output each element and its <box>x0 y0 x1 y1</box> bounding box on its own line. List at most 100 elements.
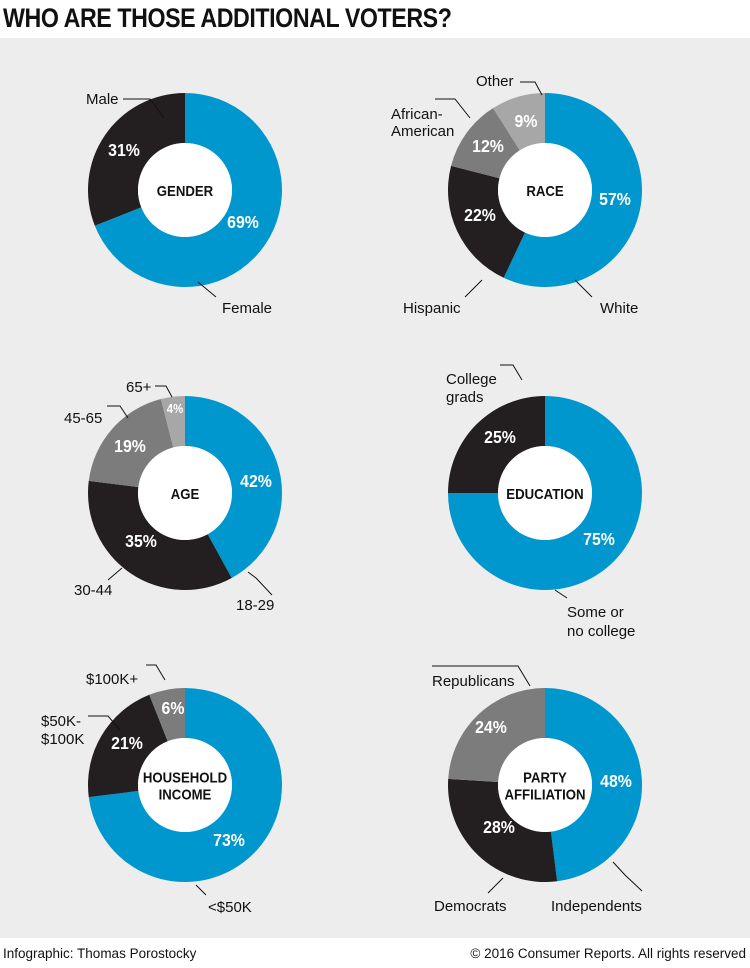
slice-percent-label: 19% <box>114 436 146 456</box>
slice-category-label: Republicans <box>432 673 515 690</box>
slice-male <box>87 93 185 226</box>
chart-title: RACE <box>526 182 563 199</box>
copyright-notice: © 2016 Consumer Reports. All rights rese… <box>470 946 746 961</box>
slice-african-american <box>451 108 520 179</box>
label-leader-line <box>574 279 593 298</box>
slice-category-label: 45-65 <box>64 410 102 427</box>
label-leader-line <box>107 567 123 581</box>
slice-college-grads <box>448 396 545 493</box>
chart-title: AFFILIATION <box>504 786 585 803</box>
slice-category-label: Democrats <box>434 898 507 915</box>
donut-hole <box>498 738 592 832</box>
slice-50k <box>88 688 282 882</box>
label-leader-line <box>435 98 471 119</box>
slice-30-44 <box>87 480 232 591</box>
label-leader-line <box>520 81 543 96</box>
slice-category-label: Other <box>476 73 514 90</box>
slice-category-label: Hispanic <box>403 300 461 317</box>
slice-category-label: <$50K <box>208 899 252 916</box>
slice-some-or-no-college <box>448 396 642 590</box>
slice-category-label: $50K- <box>41 713 81 730</box>
slice-percent-label: 28% <box>483 817 515 837</box>
slice-category-label: African- <box>391 106 443 123</box>
slice-hispanic <box>448 165 525 278</box>
donut-hole <box>498 446 592 540</box>
slice-percent-label: 22% <box>464 205 496 225</box>
label-leader-line <box>155 385 173 398</box>
label-leader-line <box>146 664 166 681</box>
page-title: WHO ARE THOSE ADDITIONAL VOTERS? <box>3 3 452 33</box>
label-leader-line <box>247 571 273 596</box>
slice-category-label: Male <box>86 91 119 108</box>
slice-female <box>94 93 282 287</box>
label-leader-line <box>464 279 483 298</box>
donut-chart-education: EDUCATION 75% Some or no college 25% Collegeg… <box>446 364 642 640</box>
slice-category-label: $100K <box>41 731 84 748</box>
slice-percent-label: 35% <box>125 531 157 551</box>
slice-other <box>493 93 545 151</box>
slice-category-label: no college <box>567 623 635 640</box>
chart-title: INCOME <box>159 786 212 803</box>
slice-percent-label: 9% <box>515 111 538 131</box>
label-leader-line <box>88 715 121 731</box>
slice-percent-label: 31% <box>108 140 140 160</box>
infographic-credit: Infographic: Thomas Porostocky <box>3 946 197 961</box>
slice-category-label: Female <box>222 300 272 317</box>
slice-percent-label: 25% <box>484 427 516 447</box>
slice-percent-label: 69% <box>227 212 259 232</box>
slice-percent-label: 48% <box>600 771 632 791</box>
slice-category-label: American <box>391 123 454 140</box>
donut-chart-gender: GENDER 69% Female 31% Male <box>86 91 282 317</box>
donut-chart-age: AGE 42% 18-29 35% 30-44 19% 45-65 4% 65+ <box>64 379 282 614</box>
slice-65 <box>160 396 185 448</box>
donut-chart-race: RACE 57% White 22% Hispanic 12% African-Americ… <box>391 73 642 317</box>
slice-category-label: Independents <box>551 898 642 915</box>
slice-45-65 <box>88 399 174 488</box>
chart-title: EDUCATION <box>506 485 583 502</box>
chart-title: GENDER <box>157 182 213 199</box>
label-leader-line <box>107 405 129 419</box>
slice-percent-label: 75% <box>583 529 615 549</box>
slice-category-label: 18-29 <box>236 597 274 614</box>
label-leader-line <box>197 281 217 298</box>
slice-percent-label: 73% <box>213 830 245 850</box>
label-leader-line <box>612 861 643 892</box>
donut-hole <box>138 143 232 237</box>
slice-category-label: $100K+ <box>86 671 138 688</box>
slice-percent-label: 42% <box>240 471 272 491</box>
slice-category-label: College <box>446 371 497 388</box>
donut-hole <box>138 738 232 832</box>
slice-18-29 <box>185 396 282 578</box>
slice-percent-label: 21% <box>111 733 143 753</box>
slice-percent-label: 24% <box>475 717 507 737</box>
slice-republicans <box>448 688 545 783</box>
slice-democrats <box>447 778 558 883</box>
label-leader-line <box>554 589 568 599</box>
donut-hole <box>138 446 232 540</box>
slice-category-label: grads <box>446 389 484 406</box>
slice-50k-100k <box>87 694 168 798</box>
chart-title: AGE <box>171 485 200 502</box>
chart-title: HOUSEHOLD <box>143 769 227 786</box>
slice-percent-label: 57% <box>599 189 631 209</box>
label-leader-line <box>487 877 504 894</box>
donut-hole <box>498 143 592 237</box>
label-leader-line <box>500 364 523 381</box>
slice-category-label: 65+ <box>126 379 152 396</box>
slice-percent-label: 4% <box>167 401 184 416</box>
slice-category-label: 30-44 <box>74 582 112 599</box>
label-leader-line <box>432 665 531 687</box>
slice-category-label: Some or <box>567 604 624 621</box>
slice-category-label: White <box>600 300 638 317</box>
chart-title: PARTY <box>523 769 567 786</box>
slice-percent-label: 12% <box>472 136 504 156</box>
slice-100k <box>149 688 185 742</box>
slice-white <box>503 93 642 287</box>
label-leader-line <box>123 98 165 119</box>
label-leader-line <box>195 884 207 896</box>
slice-percent-label: 6% <box>162 698 185 718</box>
slice-independents <box>545 688 643 882</box>
